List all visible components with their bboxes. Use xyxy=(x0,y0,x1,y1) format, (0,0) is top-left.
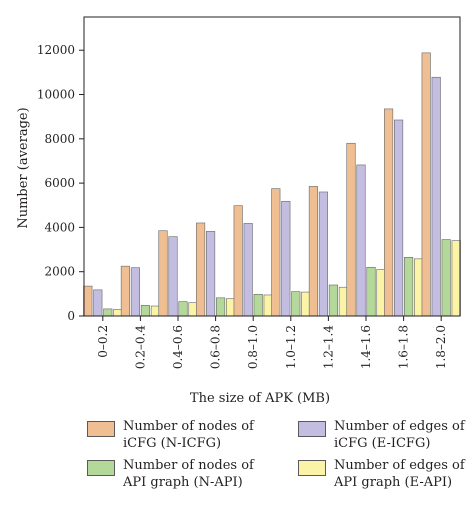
bar xyxy=(394,119,404,317)
x-tick-label: 1.0–1.2 xyxy=(284,325,298,369)
bar xyxy=(301,291,311,317)
bar xyxy=(356,164,366,317)
bar xyxy=(431,76,441,317)
bar xyxy=(291,291,301,317)
y-tick-label: 0 xyxy=(67,309,75,323)
x-tick-label: 0–0.2 xyxy=(96,325,110,358)
bar xyxy=(140,305,150,317)
bar xyxy=(384,108,394,317)
bar xyxy=(216,297,226,317)
y-axis-label: Number (average) xyxy=(16,107,31,228)
bar xyxy=(130,267,140,317)
x-tick-label: 0.8–1.0 xyxy=(246,325,260,369)
bar xyxy=(441,239,451,317)
bar xyxy=(196,222,206,317)
bar xyxy=(233,205,243,317)
bar xyxy=(376,269,386,317)
bar xyxy=(366,266,376,317)
bar xyxy=(404,257,414,317)
bar xyxy=(263,294,273,317)
x-tick-label: 1.8–2.0 xyxy=(434,325,448,369)
bar xyxy=(93,289,103,317)
bar xyxy=(178,301,188,317)
x-tick-label: 0.6–0.8 xyxy=(209,325,223,369)
bar xyxy=(83,285,93,317)
bar xyxy=(120,265,130,317)
y-tick-label: 4000 xyxy=(44,220,75,234)
bar xyxy=(346,142,356,317)
bar xyxy=(451,240,461,317)
x-tick-label: 0.4–0.6 xyxy=(171,325,185,369)
y-tick-label: 10000 xyxy=(37,88,75,102)
y-tick-label: 2000 xyxy=(44,265,75,279)
bar xyxy=(338,286,348,317)
x-tick-label: 1.4–1.6 xyxy=(359,325,373,369)
bar xyxy=(103,308,113,317)
bars-group xyxy=(83,52,461,317)
bar xyxy=(328,284,338,317)
bar xyxy=(226,298,236,317)
bar xyxy=(318,191,328,317)
x-tick-label: 0.2–0.4 xyxy=(133,325,147,370)
bar xyxy=(271,188,281,317)
axes-group: 0 2000 4000 6000 8000 10000 12000 0–0.2 0.2–0.4 0… xyxy=(37,16,461,370)
bar xyxy=(188,302,198,317)
bar xyxy=(158,230,168,317)
bar xyxy=(168,236,178,317)
bar xyxy=(150,305,160,317)
bar xyxy=(414,258,424,317)
x-tick-label: 1.6–1.8 xyxy=(397,325,411,369)
bar xyxy=(308,186,318,317)
bar xyxy=(281,200,291,317)
bar xyxy=(206,231,216,317)
bar xyxy=(253,293,263,317)
bar xyxy=(243,223,253,317)
y-tick-label: 12000 xyxy=(37,43,75,57)
bar xyxy=(113,309,123,317)
x-tick-label: 1.2–1.4 xyxy=(321,325,335,370)
x-axis-label: The size of APK (MB) xyxy=(190,391,330,406)
plot-frame xyxy=(83,16,461,317)
bar xyxy=(421,52,431,317)
y-tick-label: 8000 xyxy=(44,132,75,146)
y-tick-label: 6000 xyxy=(44,176,75,190)
